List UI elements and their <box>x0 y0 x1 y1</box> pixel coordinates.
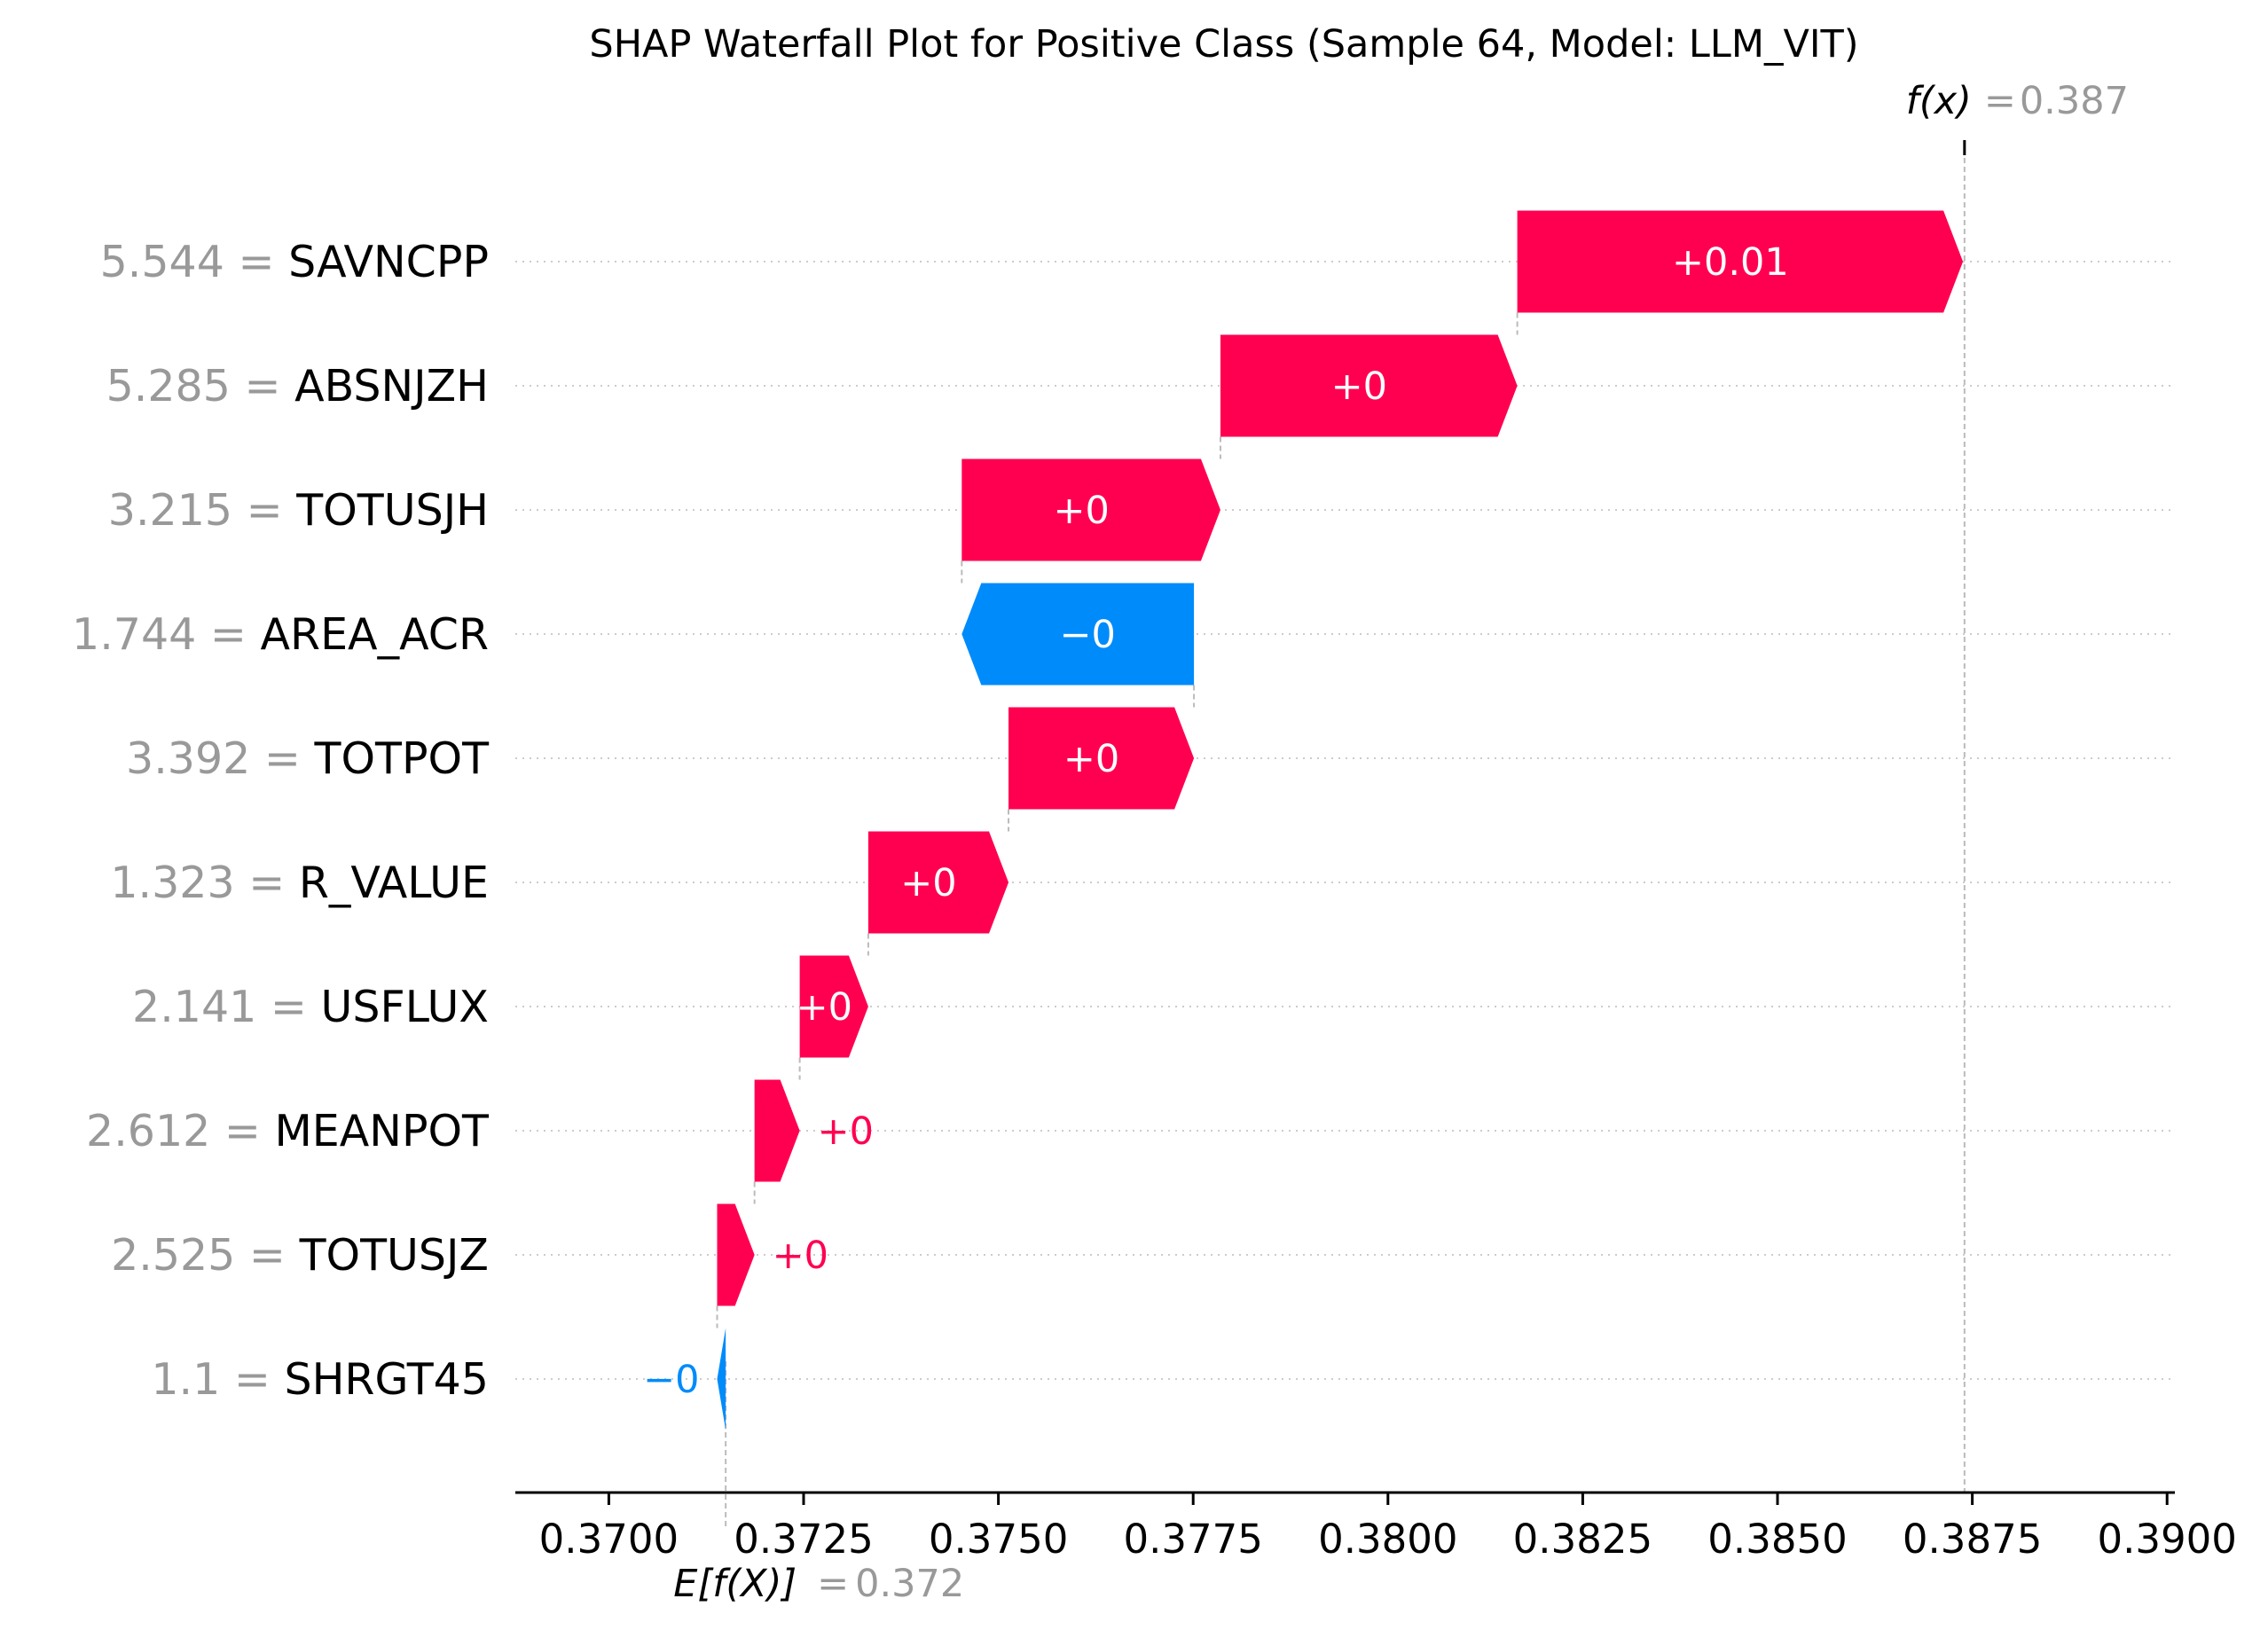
feature-value: 3.392 = <box>126 733 315 784</box>
x-tick-label: 0.3850 <box>1707 1516 1847 1563</box>
feature-value: 1.1 = <box>151 1354 284 1405</box>
bar-savncpp <box>1517 210 1964 313</box>
feature-label-usflux: 2.141 = USFLUX <box>132 982 489 1032</box>
bar-meanpot <box>754 1079 800 1182</box>
feature-label-shrgt45: 1.1 = SHRGT45 <box>151 1354 489 1405</box>
feature-label-meanpot: 2.612 = MEANPOT <box>86 1106 490 1156</box>
bar-label-usflux: +0 <box>797 985 852 1030</box>
bar-label-totusjh: +0 <box>1053 489 1109 533</box>
feature-name: TOTUSJZ <box>299 1230 489 1281</box>
feature-name: MEANPOT <box>275 1106 490 1156</box>
x-tick-label: 0.3700 <box>539 1516 679 1563</box>
bar-totpot <box>1008 707 1195 810</box>
feature-value: 3.215 = <box>108 485 297 536</box>
feature-name: USFLUX <box>321 982 489 1032</box>
bar-label-totpot: +0 <box>1063 737 1119 781</box>
ex-value: 0.372 <box>855 1562 964 1606</box>
bar-absnjzh <box>1220 334 1518 437</box>
bars: +0.01 +0 +0 −0 +0 +0 +0 +0 +0 −0 <box>643 210 1964 1430</box>
feature-label-totusjz: 2.525 = TOTUSJZ <box>111 1230 489 1281</box>
bar-r_value <box>867 831 1009 934</box>
feature-label-absnjzh: 5.285 = ABSNJZH <box>106 361 489 411</box>
x-tick-label: 0.3725 <box>734 1516 873 1563</box>
feature-label-totpot: 3.392 = TOTPOT <box>126 733 490 784</box>
x-tick-label: 0.3875 <box>1903 1516 2042 1563</box>
bar-shrgt45 <box>717 1328 726 1430</box>
bar-label-savncpp: +0.01 <box>1672 240 1789 285</box>
feature-value: 1.323 = <box>110 858 299 908</box>
bar-label-r_value: +0 <box>900 861 956 905</box>
ex-annotation: E[f(X)] = 0.372 <box>673 1562 964 1606</box>
feature-value: 5.285 = <box>106 361 295 411</box>
feature-value: 2.141 = <box>132 982 321 1032</box>
bar-usflux <box>799 955 868 1058</box>
feature-label-area_acr: 1.744 = AREA_ACR <box>72 609 489 660</box>
fx-equals: = <box>1984 79 2016 123</box>
x-tick-label: 0.3775 <box>1123 1516 1262 1563</box>
x-tick-label: 0.3800 <box>1318 1516 1457 1563</box>
fx-label: f(x) <box>1906 79 1972 123</box>
feature-name: ABSNJZH <box>294 361 489 411</box>
feature-label-totusjh: 3.215 = TOTUSJH <box>108 485 489 536</box>
feature-value: 5.544 = <box>100 237 289 287</box>
x-tick-label: 0.3825 <box>1513 1516 1652 1563</box>
feature-name: TOTPOT <box>314 733 490 784</box>
feature-label-r_value: 1.323 = R_VALUE <box>110 858 489 908</box>
bar-label-meanpot: +0 <box>818 1109 874 1154</box>
x-tick-label: 0.3750 <box>929 1516 1068 1563</box>
bar-label-area_acr: −0 <box>1060 613 1116 657</box>
feature-value: 1.744 = <box>72 609 261 660</box>
ex-label: E[f(X)] <box>673 1562 797 1606</box>
bar-label-totusjz: +0 <box>773 1234 828 1278</box>
feature-labels: 5.544 = SAVNCPP 5.285 = ABSNJZH 3.215 = TO… <box>72 237 490 1405</box>
feature-name: SAVNCPP <box>288 237 489 287</box>
feature-value: 2.612 = <box>86 1106 275 1156</box>
feature-value: 2.525 = <box>111 1230 300 1281</box>
feature-name: TOTUSJH <box>295 485 489 536</box>
bar-label-shrgt45: −0 <box>643 1358 699 1402</box>
fx-annotation: f(x) = 0.387 <box>1906 79 2129 123</box>
x-axis: 0.3700 0.3725 0.3750 0.3775 0.3800 0.3825 0.38… <box>515 1491 2237 1563</box>
fx-value: 0.387 <box>2020 79 2129 123</box>
feature-name: AREA_ACR <box>261 609 489 660</box>
bar-area_acr <box>961 583 1195 686</box>
feature-label-savncpp: 5.544 = SAVNCPP <box>100 237 489 287</box>
bar-totusjz <box>717 1203 755 1306</box>
bar-label-absnjzh: +0 <box>1331 364 1387 409</box>
ex-equals: = <box>817 1562 849 1606</box>
feature-name: R_VALUE <box>299 858 489 908</box>
feature-name: SHRGT45 <box>284 1354 489 1405</box>
x-tick-label: 0.3900 <box>2097 1516 2236 1563</box>
chart-title: SHAP Waterfall Plot for Positive Class (… <box>589 22 1858 67</box>
bar-totusjh <box>961 458 1220 561</box>
